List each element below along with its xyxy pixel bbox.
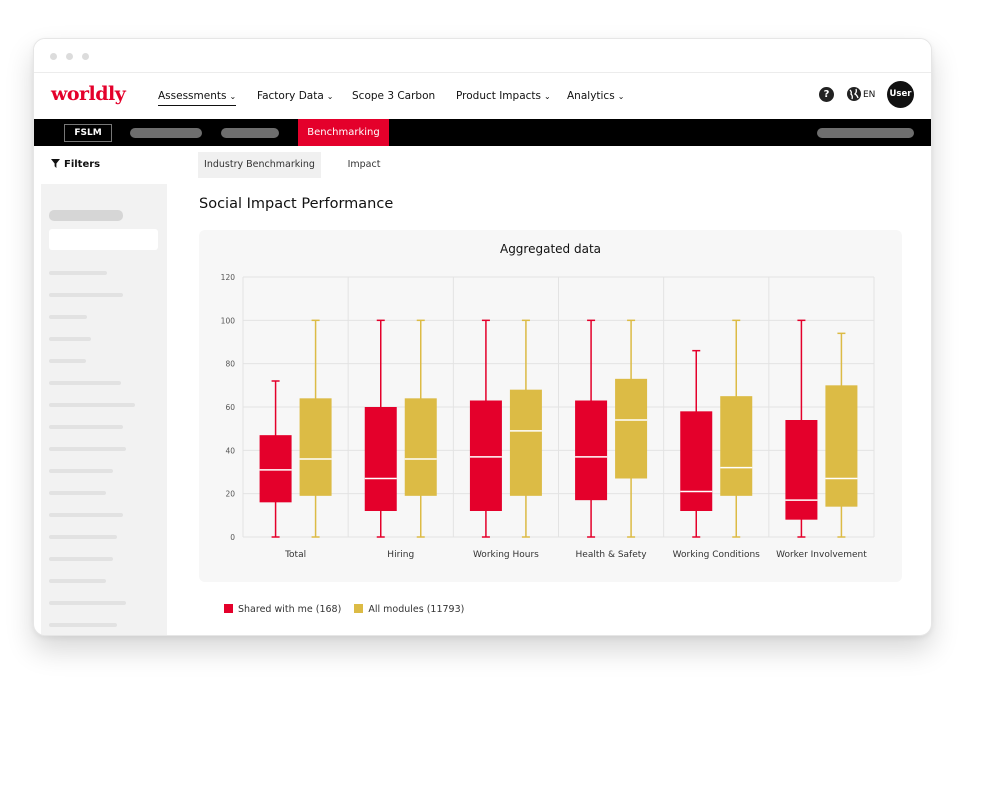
help-icon[interactable]: ? [819, 87, 834, 102]
placeholder-tab[interactable] [817, 128, 914, 138]
box-shared [364, 407, 397, 511]
top-navigation: worldly Assessments ⌄ Factory Data ⌄ Scope… [34, 73, 931, 119]
nav-analytics[interactable]: Analytics ⌄ [567, 90, 624, 102]
page-title: Social Impact Performance [199, 196, 394, 212]
chevron-down-icon: ⌄ [229, 92, 237, 101]
nav-factory-data[interactable]: Factory Data ⌄ [257, 90, 333, 102]
language-selector[interactable]: EN [863, 90, 876, 100]
box-all-modules [404, 398, 437, 496]
box-shared [575, 400, 608, 501]
box-shared [785, 420, 818, 520]
box-all-modules [509, 389, 542, 496]
x-tick-label: Health & Safety [576, 550, 648, 560]
x-tick-label: Hiring [387, 550, 414, 560]
x-tick-label: Worker Involvement [776, 550, 867, 560]
funnel-icon [51, 159, 60, 168]
nav-product-impacts[interactable]: Product Impacts ⌄ [456, 90, 551, 102]
window-dot-icon [50, 53, 57, 60]
y-tick-label: 100 [221, 316, 236, 325]
skeleton-line [49, 425, 123, 429]
nav-label: Product Impacts [456, 90, 541, 102]
skeleton-line [49, 381, 121, 385]
box-all-modules [299, 398, 332, 496]
browser-window: worldly Assessments ⌄ Factory Data ⌄ Scope… [33, 38, 932, 636]
nav-label: Scope 3 Carbon [352, 90, 436, 102]
window-dot-icon [82, 53, 89, 60]
skeleton-line [49, 623, 117, 627]
filters-label: Filters [64, 159, 101, 170]
box-all-modules [720, 396, 753, 496]
y-tick-label: 40 [225, 446, 235, 455]
chevron-down-icon: ⌄ [544, 92, 551, 101]
box-shared [259, 435, 292, 503]
module-badge[interactable]: FSLM [64, 124, 112, 142]
globe-icon[interactable] [846, 86, 862, 102]
legend-swatch [354, 604, 364, 613]
nav-scope3-carbon[interactable]: Scope 3 Carbon [352, 90, 435, 102]
legend-label: All modules (11793) [368, 604, 465, 615]
tab-industry-benchmarking[interactable]: Industry Benchmarking [198, 152, 321, 178]
skeleton-line [49, 315, 87, 319]
box-all-modules [615, 378, 648, 479]
skeleton-line [49, 601, 126, 605]
box-all-modules [825, 385, 858, 507]
chevron-down-icon: ⌄ [617, 92, 625, 101]
legend-label: Shared with me (168) [238, 604, 342, 615]
y-tick-label: 20 [225, 490, 235, 499]
module-subbar: FSLM Benchmarking [34, 119, 931, 146]
chart-legend: Shared with me (168) All modules (11793) [224, 604, 474, 615]
skeleton-line [49, 557, 113, 561]
y-tick-label: 120 [221, 273, 236, 282]
skeleton-line [49, 469, 113, 473]
skeleton-line [49, 579, 106, 583]
nav-label: Assessments [158, 90, 227, 102]
placeholder-tab[interactable] [221, 128, 279, 138]
filters-toggle[interactable]: Filters [51, 159, 100, 170]
chart-card: Aggregated data 0 20 40 60 80 100 120 Total Hiri… [199, 230, 902, 582]
skeleton-line [49, 337, 91, 341]
x-tick-label: Working Hours [473, 550, 539, 560]
tab-impact[interactable]: Impact [347, 159, 381, 170]
filters-sidebar [41, 184, 167, 635]
nav-label: Analytics [567, 90, 615, 102]
x-tick-label: Total [284, 550, 306, 560]
skeleton-line [49, 271, 107, 275]
box-shared [469, 400, 502, 511]
filters-header[interactable]: Filters [34, 146, 167, 184]
chevron-down-icon: ⌄ [326, 92, 334, 101]
x-tick-label: Working Conditions [673, 550, 761, 560]
skeleton-line [49, 403, 135, 407]
boxplot-chart: 0 20 40 60 80 100 120 Total Hiring Working Hours H… [221, 273, 875, 560]
skeleton-line [49, 535, 117, 539]
y-tick-label: 80 [225, 360, 235, 369]
window-dot-icon [66, 53, 73, 60]
y-tick-label: 60 [225, 403, 235, 412]
skeleton-line [49, 491, 106, 495]
tab-benchmarking[interactable]: Benchmarking [298, 119, 389, 146]
user-avatar[interactable]: User [887, 81, 914, 108]
legend-item-shared[interactable]: Shared with me (168) [224, 604, 341, 615]
nav-label: Factory Data [257, 90, 324, 102]
chart-title: Aggregated data [499, 242, 601, 256]
skeleton-line [49, 513, 123, 517]
box-shared [680, 411, 713, 511]
filter-search-input[interactable] [49, 229, 158, 250]
legend-swatch [224, 604, 233, 613]
legend-item-all-modules[interactable]: All modules (11793) [354, 604, 464, 615]
placeholder-tab[interactable] [130, 128, 202, 138]
y-tick-label: 0 [230, 533, 235, 542]
skeleton-line [49, 293, 123, 297]
skeleton-heading [49, 210, 123, 221]
skeleton-line [49, 447, 126, 451]
skeleton-line [49, 359, 86, 363]
window-titlebar [34, 39, 931, 73]
worldly-logo[interactable]: worldly [51, 83, 126, 105]
nav-assessments[interactable]: Assessments ⌄ [158, 90, 237, 106]
